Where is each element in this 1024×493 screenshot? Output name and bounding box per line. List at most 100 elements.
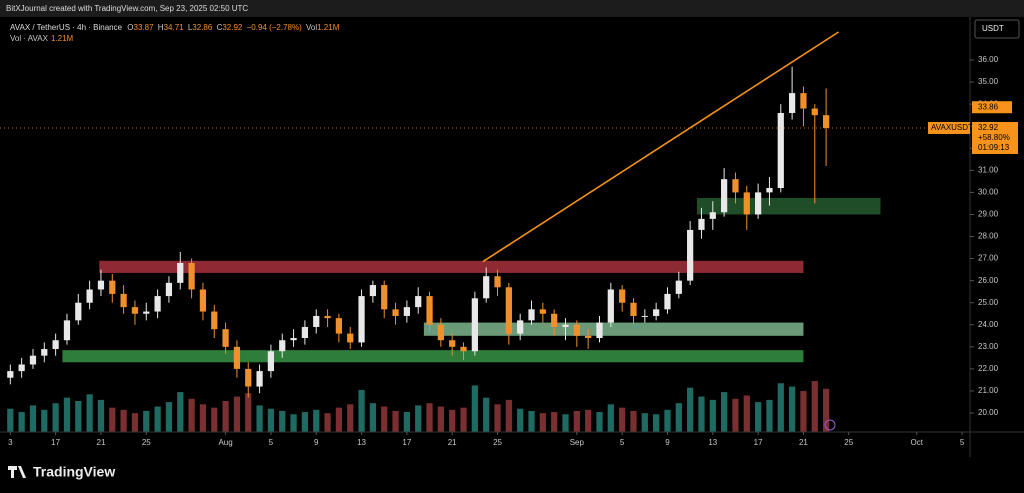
x-tick-label: 9	[665, 438, 670, 447]
volume-bar	[539, 413, 546, 432]
candle-body	[641, 315, 648, 317]
candle-body	[392, 309, 399, 316]
candle-body	[777, 112, 784, 188]
x-tick-label: 17	[51, 438, 60, 447]
candle-body	[811, 108, 818, 116]
volume-bar	[562, 414, 569, 432]
candle-body	[233, 346, 241, 369]
candle-body	[199, 289, 207, 312]
volume-bar	[449, 409, 456, 432]
x-tick-label: 25	[142, 438, 151, 447]
volume-bar	[392, 410, 399, 432]
volume-bar	[483, 397, 490, 432]
legend-label: Vol · AVAX	[10, 34, 49, 43]
candle-body	[732, 179, 739, 193]
candle-body	[494, 276, 501, 288]
volume-bar	[460, 407, 467, 432]
legend-value: −0.94 (−2.78%)	[247, 23, 302, 32]
volume-bar	[517, 408, 524, 432]
candle-body	[743, 192, 750, 215]
candle-body	[86, 289, 93, 303]
volume-bar	[7, 408, 14, 432]
volume-bar	[687, 387, 694, 432]
candle-body	[426, 296, 433, 325]
volume-bar	[528, 410, 535, 432]
volume-bar	[630, 410, 637, 432]
header: BitXJournal created with TradingView.com…	[6, 4, 248, 13]
candle-body	[698, 218, 705, 230]
y-tick-label: 30.00	[978, 188, 999, 197]
currency: USDT	[982, 24, 1004, 33]
candle-body	[619, 289, 626, 303]
header-bar	[0, 0, 1024, 17]
candle-body	[539, 309, 546, 314]
zone	[99, 260, 804, 273]
volume-bar	[664, 409, 671, 432]
candle-body	[721, 179, 728, 213]
y-tick-label: 27.00	[978, 254, 999, 263]
volume-bar	[245, 393, 252, 432]
volume-bar	[177, 392, 184, 432]
x-tick-label: 21	[799, 438, 808, 447]
last-price-label: 32.92	[978, 123, 999, 132]
volume-bar	[619, 407, 626, 432]
candle-body	[687, 229, 694, 281]
y-tick-label: 23.00	[978, 342, 999, 351]
candle-body	[471, 298, 478, 352]
symbol: AVAX / TetherUS · 4h · Binance	[10, 23, 123, 32]
x-tick-label: 9	[314, 438, 319, 447]
countdown-label: 01:09:13	[978, 143, 1010, 152]
legend: AVAX / TetherUS · 4h · Binance O33.87 H3…	[10, 23, 340, 32]
candle-body	[279, 340, 286, 352]
candle-body	[585, 335, 592, 339]
y-tick-label: 35.00	[978, 77, 999, 86]
event-icon[interactable]	[824, 419, 836, 431]
volume-bar	[755, 402, 762, 432]
candle-body	[143, 311, 150, 314]
volume-bar	[279, 410, 286, 432]
legend-value: 34.71	[164, 23, 185, 32]
volume-bar	[732, 398, 739, 432]
plot	[7, 31, 881, 432]
candle-body	[154, 296, 161, 312]
symbol-box	[928, 121, 970, 134]
volume-bar	[52, 403, 59, 432]
volume-bar	[75, 400, 82, 432]
legend-label: C	[217, 23, 223, 32]
volume-bar	[381, 406, 388, 432]
x-tick-label: 3	[8, 438, 13, 447]
volume-bar	[437, 406, 444, 432]
y-tick-label: 29.00	[978, 210, 999, 219]
volume-bar	[120, 409, 127, 432]
candle-body	[505, 287, 512, 334]
volume-bar	[97, 399, 105, 432]
volume-bar	[109, 407, 116, 432]
candle-body	[75, 302, 82, 321]
volume-bar	[188, 398, 195, 432]
candle-body	[460, 346, 467, 352]
footer-logo: TradingView	[33, 464, 115, 480]
volume-bar	[505, 399, 512, 432]
volume-bar	[267, 408, 275, 432]
volume-bar	[256, 405, 263, 432]
volume-bar	[324, 413, 331, 432]
volume-bar	[29, 405, 37, 432]
volume-bar	[777, 383, 784, 432]
candle-body	[7, 371, 14, 378]
legend-label: Vol	[306, 23, 317, 32]
x-tick-label: 25	[493, 438, 502, 447]
candle-body	[551, 313, 558, 327]
x-tick-label: 5	[620, 438, 625, 447]
legend-value: 32.86	[192, 23, 213, 32]
candle-body	[755, 192, 762, 215]
x-tick-label: 17	[754, 438, 763, 447]
volume-bar	[811, 381, 818, 432]
volume-bar	[165, 402, 173, 432]
candle-body	[449, 340, 456, 347]
volume-bar	[335, 407, 343, 432]
volume-bar	[143, 410, 150, 432]
volume-bar	[596, 412, 603, 432]
legend-value: 1.21M	[51, 34, 74, 43]
candle-body	[630, 302, 637, 316]
